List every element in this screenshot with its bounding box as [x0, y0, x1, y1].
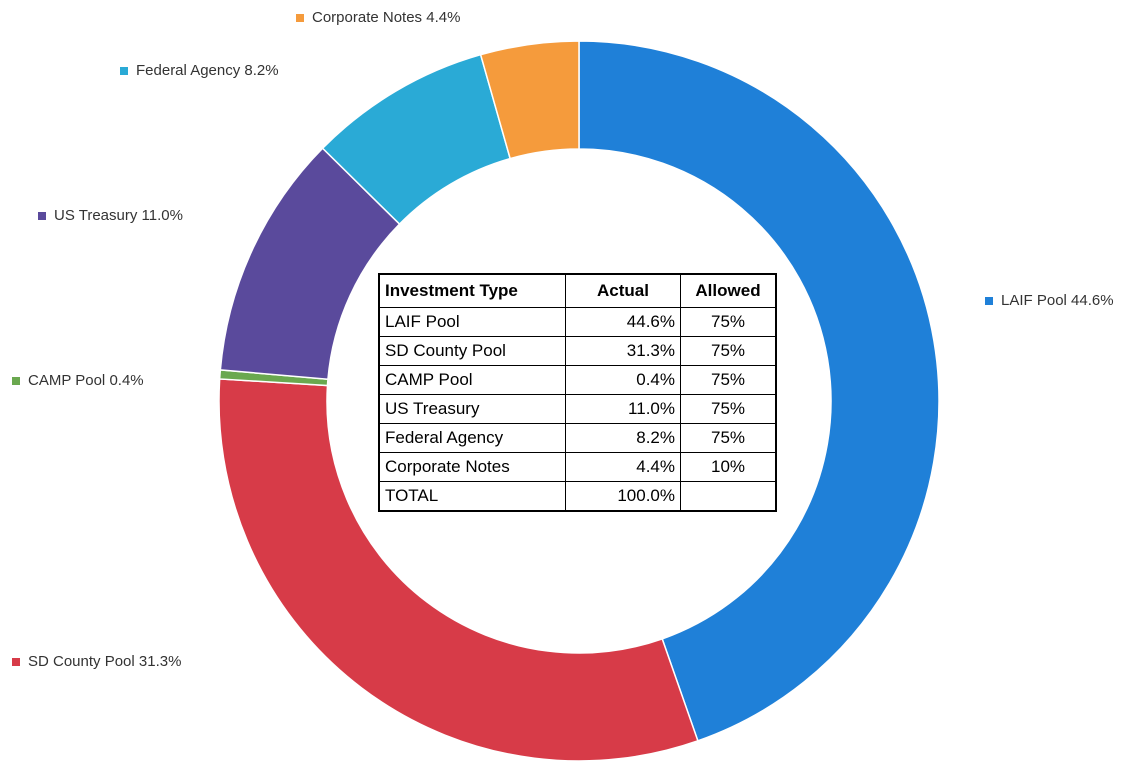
table-cell: 10%: [680, 452, 777, 482]
table-cell: SD County Pool: [378, 336, 566, 366]
legend-swatch: [12, 658, 20, 666]
table-row: US Treasury 11.0% 75%: [378, 394, 777, 424]
slice-name: SD County Pool: [28, 653, 135, 670]
table-row: SD County Pool 31.3% 75%: [378, 336, 777, 366]
slice-name: LAIF Pool: [1001, 292, 1067, 309]
slice-value: 4.4%: [426, 9, 460, 26]
table-cell: 75%: [680, 394, 777, 424]
table-cell: 4.4%: [565, 452, 681, 482]
legend-swatch: [38, 212, 46, 220]
table-cell: 0.4%: [565, 365, 681, 395]
table-cell: Corporate Notes: [378, 452, 566, 482]
table-cell: 75%: [680, 365, 777, 395]
allocation-table: Investment Type Actual Allowed LAIF Pool 44.…: [378, 273, 777, 512]
table-cell: CAMP Pool: [378, 365, 566, 395]
slice-name: Corporate Notes: [312, 9, 422, 26]
slice-value: 44.6%: [1071, 292, 1114, 309]
donut-slice: [578, 40, 940, 742]
legend-swatch: [296, 14, 304, 22]
donut-slice: [218, 378, 699, 762]
table-cell: 75%: [680, 307, 777, 337]
slice-label: US Treasury 11.0%: [54, 207, 183, 224]
slice-value: 11.0%: [142, 207, 183, 224]
table-cell: 44.6%: [565, 307, 681, 337]
header-cell: Investment Type: [378, 273, 566, 308]
table-cell: 8.2%: [565, 423, 681, 453]
donut-slice: [479, 40, 580, 160]
header-row: Investment Type Actual Allowed: [378, 273, 777, 308]
table-row: Corporate Notes 4.4% 10%: [378, 452, 777, 482]
slice-label: SD County Pool 31.3%: [28, 653, 181, 670]
table-cell: LAIF Pool: [378, 307, 566, 337]
slice-value: 8.2%: [244, 62, 278, 79]
table-cell: US Treasury: [378, 394, 566, 424]
table-cell: 11.0%: [565, 394, 681, 424]
table-cell: 31.3%: [565, 336, 681, 366]
slice-name: US Treasury: [54, 207, 138, 224]
slice-label: LAIF Pool 44.6%: [1001, 292, 1114, 309]
table-cell: TOTAL: [378, 481, 566, 512]
slice-value: 31.3%: [139, 653, 182, 670]
table-row: Federal Agency 8.2% 75%: [378, 423, 777, 453]
legend-swatch: [12, 377, 20, 385]
legend-swatch: [985, 297, 993, 305]
legend-swatch: [120, 67, 128, 75]
slice-label: Federal Agency 8.2%: [136, 62, 279, 79]
header-cell: Allowed: [680, 273, 777, 308]
table-cell: Federal Agency: [378, 423, 566, 453]
table-cell: 75%: [680, 336, 777, 366]
table-cell: 100.0%: [565, 481, 681, 512]
table-row: LAIF Pool 44.6% 75%: [378, 307, 777, 337]
header-cell: Actual: [565, 273, 681, 308]
slice-name: Federal Agency: [136, 62, 241, 79]
table-row: TOTAL 100.0%: [378, 481, 777, 512]
table-row: CAMP Pool 0.4% 75%: [378, 365, 777, 395]
slice-label: CAMP Pool 0.4%: [28, 372, 144, 389]
table-cell: [680, 481, 777, 512]
slice-value: 0.4%: [109, 372, 143, 389]
slice-name: CAMP Pool: [28, 372, 105, 389]
table-cell: 75%: [680, 423, 777, 453]
slice-label: Corporate Notes 4.4%: [312, 9, 460, 26]
